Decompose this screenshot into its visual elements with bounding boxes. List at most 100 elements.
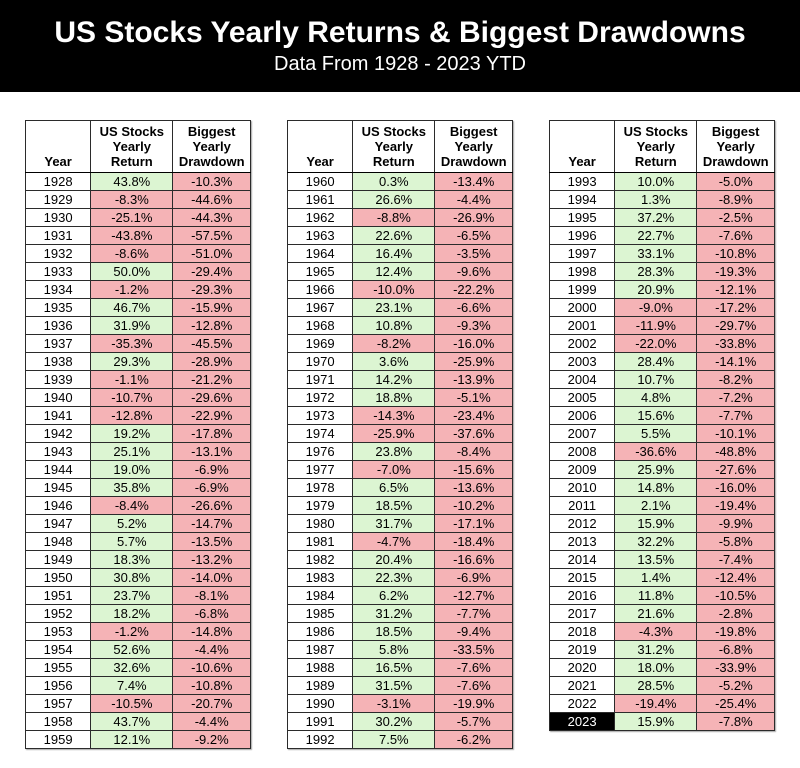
table-row: 2003 28.4% -14.1% [548, 352, 775, 371]
drawdown-cell: -14.8% [172, 622, 251, 641]
table-row: 1996 22.7% -7.6% [548, 226, 775, 245]
returns-table-1928-1959: Year US Stocks Yearly Return Biggest Yearl… [24, 120, 251, 749]
return-cell: 15.9% [614, 712, 698, 731]
return-cell: 32.2% [614, 532, 698, 551]
table-row: 1964 16.4% -3.5% [286, 244, 513, 263]
drawdown-cell: -29.4% [172, 262, 251, 281]
table-row: 1940 -10.7% -29.6% [24, 388, 251, 407]
return-cell: 1.3% [614, 190, 698, 209]
year-cell: 1953 [24, 622, 92, 641]
header-row: Year US Stocks Yearly Return Biggest Yearl… [286, 120, 513, 173]
year-cell: 1976 [286, 442, 354, 461]
return-cell: 32.6% [90, 658, 174, 677]
return-cell: 28.5% [614, 676, 698, 695]
year-cell: 2000 [548, 298, 616, 317]
table-row: 2006 15.6% -7.7% [548, 406, 775, 425]
table-row: 1951 23.7% -8.1% [24, 586, 251, 605]
drawdown-cell: -19.8% [696, 622, 775, 641]
year-cell: 1989 [286, 676, 354, 695]
drawdown-column-header: Biggest Yearly Drawdown [172, 120, 251, 173]
drawdown-cell: -51.0% [172, 244, 251, 263]
table-row: 1972 18.8% -5.1% [286, 388, 513, 407]
return-cell: 35.8% [90, 478, 174, 497]
year-cell: 1940 [24, 388, 92, 407]
return-cell: 19.0% [90, 460, 174, 479]
return-cell: 10.8% [352, 316, 436, 335]
table-row: 1989 31.5% -7.6% [286, 676, 513, 695]
year-cell: 1979 [286, 496, 354, 515]
return-cell: -1.2% [90, 622, 174, 641]
table-row: 1970 3.6% -25.9% [286, 352, 513, 371]
year-cell: 1983 [286, 568, 354, 587]
year-cell: 1957 [24, 694, 92, 713]
drawdown-cell: -13.2% [172, 550, 251, 569]
drawdown-cell: -10.5% [696, 586, 775, 605]
table-row: 2004 10.7% -8.2% [548, 370, 775, 389]
drawdown-cell: -15.6% [434, 460, 513, 479]
drawdown-cell: -13.9% [434, 370, 513, 389]
year-cell: 1936 [24, 316, 92, 335]
drawdown-cell: -10.3% [172, 172, 251, 191]
table-row: 1985 31.2% -7.7% [286, 604, 513, 623]
year-cell: 1990 [286, 694, 354, 713]
table-row: 1994 1.3% -8.9% [548, 190, 775, 209]
year-cell: 1995 [548, 208, 616, 227]
table-row: 2002 -22.0% -33.8% [548, 334, 775, 353]
drawdown-cell: -7.4% [696, 550, 775, 569]
drawdown-cell: -18.4% [434, 532, 513, 551]
table-row: 2017 21.6% -2.8% [548, 604, 775, 623]
return-cell: 2.1% [614, 496, 698, 515]
year-cell: 1977 [286, 460, 354, 479]
drawdown-cell: -17.2% [696, 298, 775, 317]
return-cell: 43.8% [90, 172, 174, 191]
table-row: 1930 -25.1% -44.3% [24, 208, 251, 227]
table-row: 2008 -36.6% -48.8% [548, 442, 775, 461]
year-cell: 1934 [24, 280, 92, 299]
return-cell: 31.7% [352, 514, 436, 533]
drawdown-cell: -7.6% [434, 658, 513, 677]
drawdown-cell: -48.8% [696, 442, 775, 461]
year-cell: 1938 [24, 352, 92, 371]
return-cell: 0.3% [352, 172, 436, 191]
return-cell: -3.1% [352, 694, 436, 713]
year-cell: 2004 [548, 370, 616, 389]
return-cell: 16.5% [352, 658, 436, 677]
drawdown-cell: -14.7% [172, 514, 251, 533]
year-cell: 1944 [24, 460, 92, 479]
drawdown-cell: -17.1% [434, 514, 513, 533]
year-cell: 1988 [286, 658, 354, 677]
drawdown-cell: -25.9% [434, 352, 513, 371]
table-row: 1959 12.1% -9.2% [24, 730, 251, 749]
year-cell: 1960 [286, 172, 354, 191]
drawdown-cell: -45.5% [172, 334, 251, 353]
table-row: 1944 19.0% -6.9% [24, 460, 251, 479]
return-cell: 30.8% [90, 568, 174, 587]
return-cell: -9.0% [614, 298, 698, 317]
drawdown-cell: -9.2% [172, 730, 251, 749]
table-row: 1967 23.1% -6.6% [286, 298, 513, 317]
return-cell: -7.0% [352, 460, 436, 479]
return-cell: 31.2% [614, 640, 698, 659]
table-row: 1945 35.8% -6.9% [24, 478, 251, 497]
table-row: 1937 -35.3% -45.5% [24, 334, 251, 353]
drawdown-cell: -8.9% [696, 190, 775, 209]
return-cell: 10.0% [614, 172, 698, 191]
table-row: 1956 7.4% -10.8% [24, 676, 251, 695]
table-row: 1939 -1.1% -21.2% [24, 370, 251, 389]
year-cell: 2005 [548, 388, 616, 407]
return-cell: 18.0% [614, 658, 698, 677]
return-cell: 28.4% [614, 352, 698, 371]
return-cell: 14.2% [352, 370, 436, 389]
table-row: 1943 25.1% -13.1% [24, 442, 251, 461]
table-row: 1928 43.8% -10.3% [24, 172, 251, 191]
year-cell: 2009 [548, 460, 616, 479]
return-cell: 7.4% [90, 676, 174, 695]
drawdown-cell: -44.6% [172, 190, 251, 209]
year-cell: 1956 [24, 676, 92, 695]
year-cell: 1998 [548, 262, 616, 281]
drawdown-cell: -19.9% [434, 694, 513, 713]
return-cell: -22.0% [614, 334, 698, 353]
year-cell: 2007 [548, 424, 616, 443]
table-row: 1984 6.2% -12.7% [286, 586, 513, 605]
return-cell: 5.2% [90, 514, 174, 533]
